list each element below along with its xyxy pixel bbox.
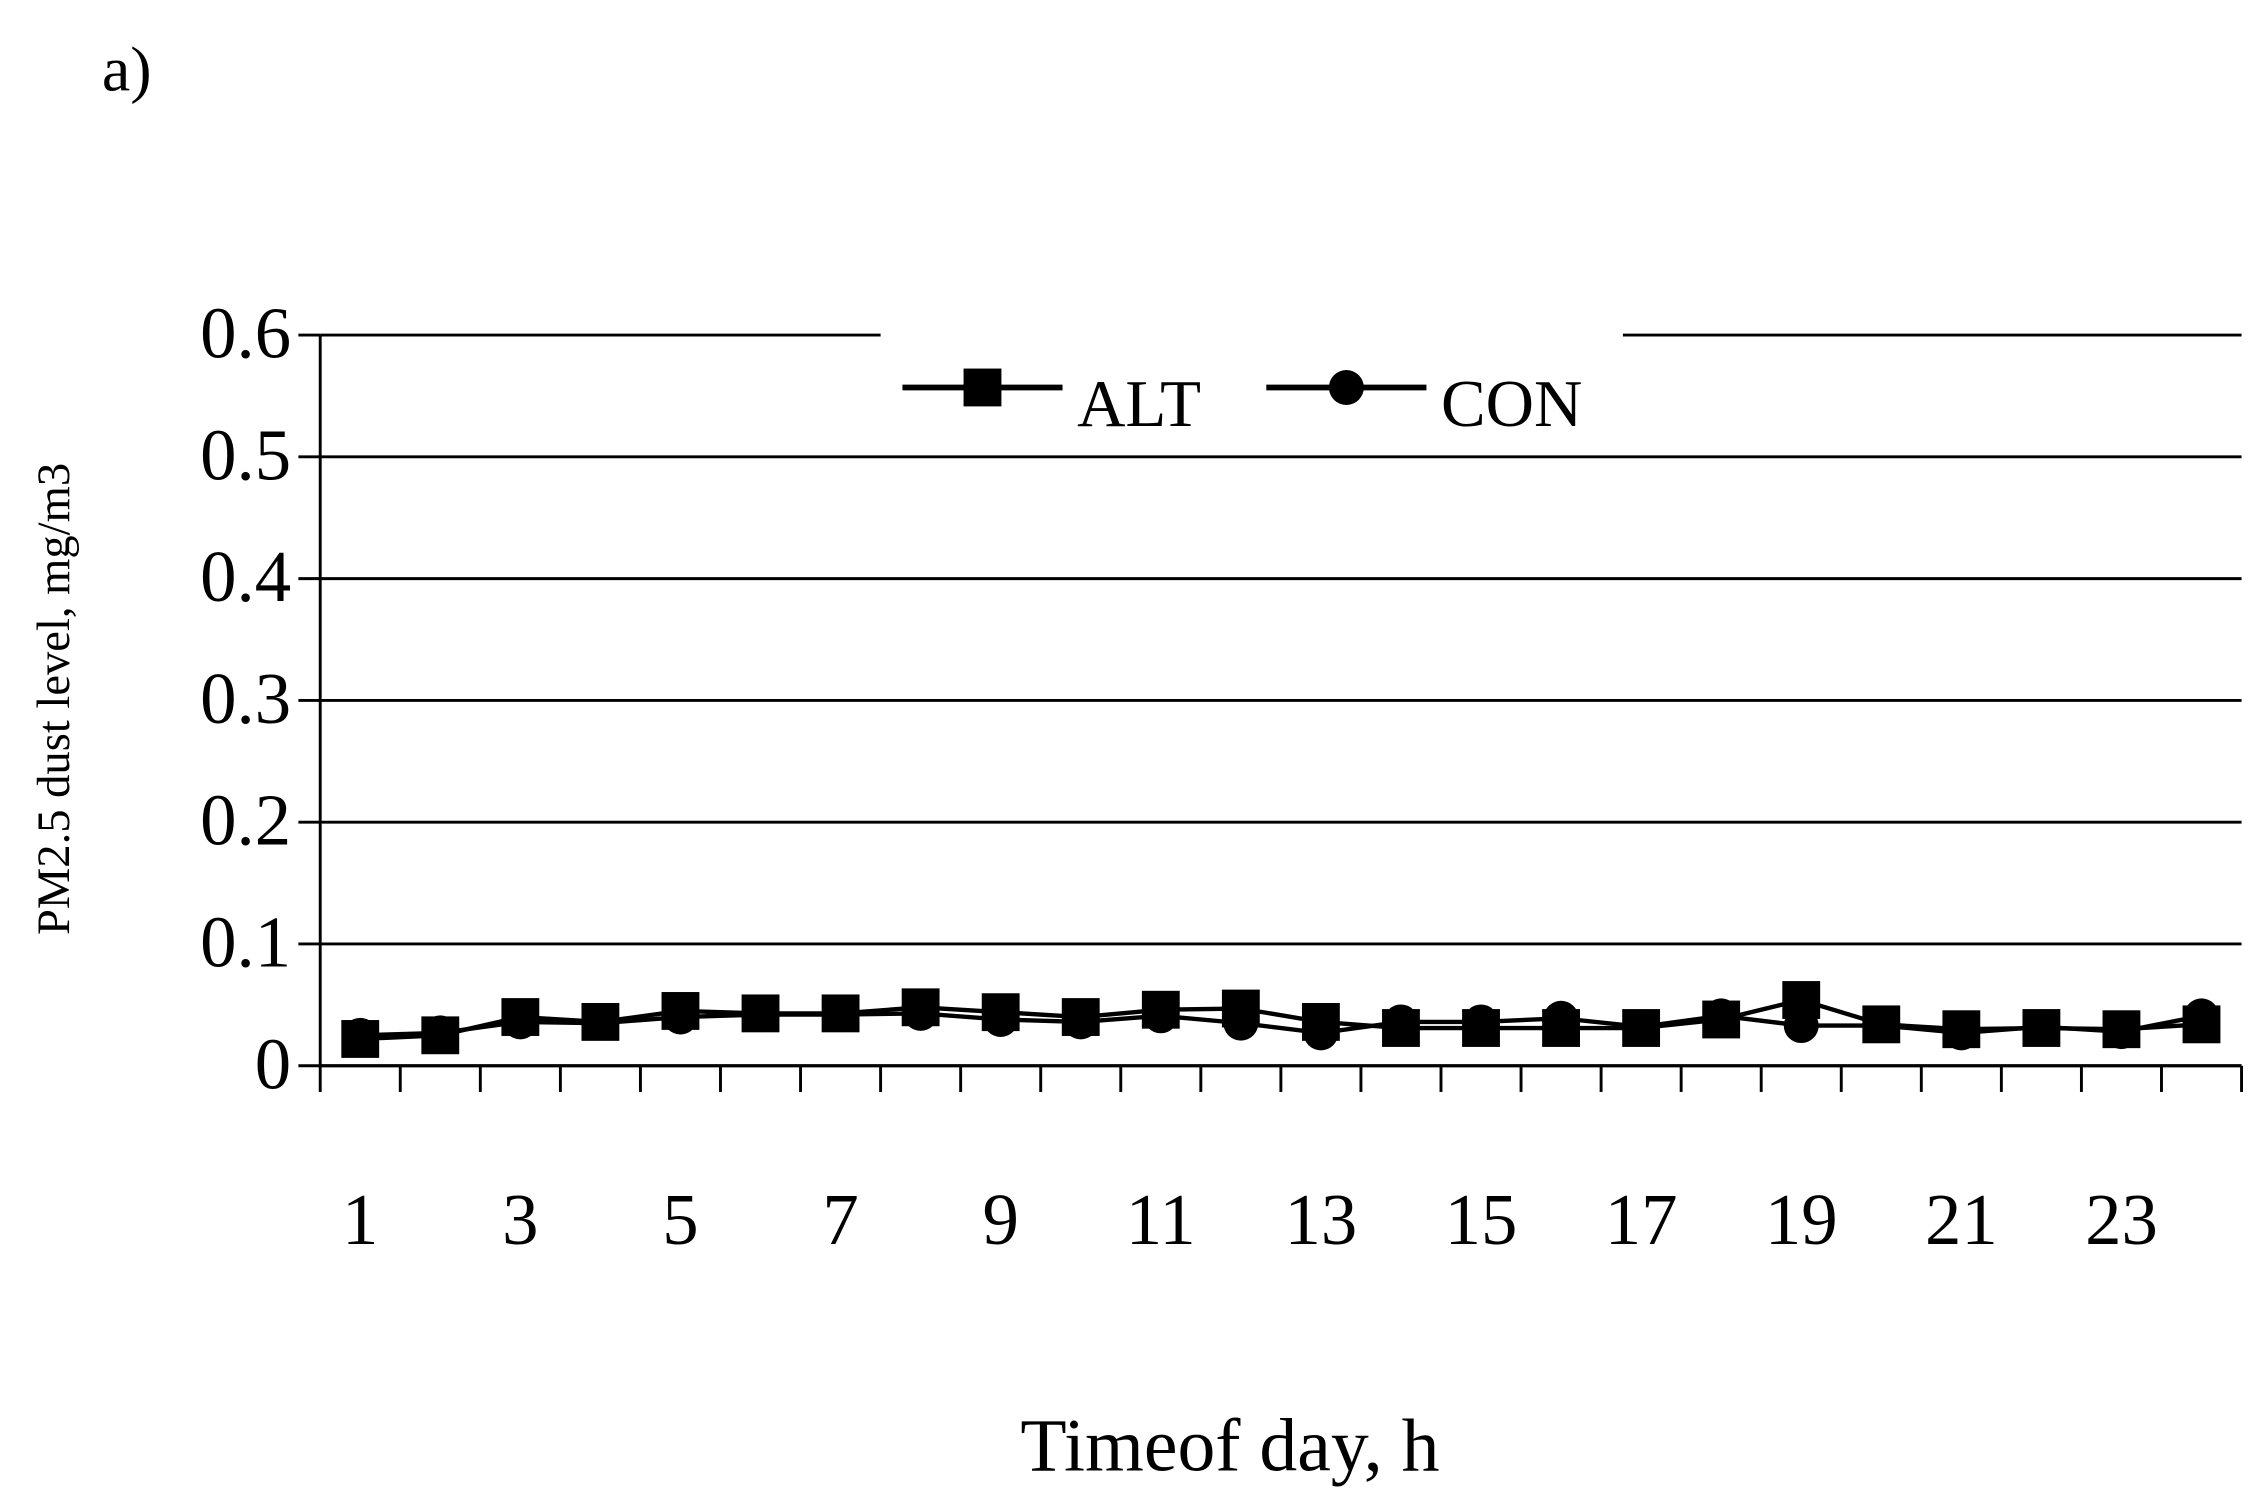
x-tick-label: 5 xyxy=(662,1179,698,1260)
marker xyxy=(1301,1002,1340,1041)
marker xyxy=(963,368,1002,407)
marker xyxy=(2102,1010,2141,1049)
x-tick-label: 9 xyxy=(982,1179,1018,1260)
marker xyxy=(981,993,1020,1032)
marker xyxy=(2022,1009,2061,1047)
y-tick-label: 0 xyxy=(255,1023,291,1104)
x-tick-label: 23 xyxy=(2085,1179,2158,1260)
marker xyxy=(1382,1009,1420,1047)
y-tick-label: 0.2 xyxy=(200,780,291,861)
y-tick-label: 0.4 xyxy=(200,536,291,617)
marker xyxy=(1141,990,1180,1029)
y-tick-label: 0.6 xyxy=(200,293,291,374)
x-tick-label: 17 xyxy=(1605,1179,1678,1260)
panel-label: a) xyxy=(102,34,152,105)
marker xyxy=(1942,1010,1981,1049)
marker xyxy=(1782,981,1821,1019)
y-axis-label: PM2.5 dust level, mg/m3 xyxy=(29,463,80,935)
marker xyxy=(581,1002,620,1041)
marker xyxy=(1061,998,1100,1036)
marker xyxy=(1328,370,1364,405)
marker xyxy=(661,992,700,1030)
marker xyxy=(901,988,940,1027)
marker xyxy=(1622,1009,1661,1047)
x-tick-label: 11 xyxy=(1126,1179,1196,1260)
marker xyxy=(1542,1009,1580,1047)
marker xyxy=(421,1016,460,1055)
y-tick-label: 0.3 xyxy=(200,658,291,739)
marker xyxy=(821,994,860,1033)
marker xyxy=(1702,1000,1741,1039)
marker xyxy=(2182,1005,2221,1044)
marker xyxy=(1862,1005,1901,1044)
x-axis-label: Timeof day, h xyxy=(1020,1404,1439,1487)
legend-label: ALT xyxy=(1077,367,1201,441)
marker xyxy=(741,994,780,1033)
x-tick-label: 7 xyxy=(822,1179,858,1260)
x-tick-label: 15 xyxy=(1445,1179,1518,1260)
x-tick-label: 3 xyxy=(502,1179,538,1260)
marker xyxy=(1221,989,1260,1028)
y-tick-label: 0.5 xyxy=(200,414,291,495)
marker xyxy=(341,1020,380,1058)
legend-label: CON xyxy=(1441,367,1582,441)
marker xyxy=(1462,1009,1500,1047)
x-tick-label: 21 xyxy=(1925,1179,1998,1260)
x-tick-label: 19 xyxy=(1765,1179,1838,1260)
x-tick-label: 1 xyxy=(342,1179,378,1260)
y-tick-label: 0.1 xyxy=(200,902,291,983)
marker xyxy=(501,998,540,1036)
x-tick-label: 13 xyxy=(1285,1179,1358,1260)
